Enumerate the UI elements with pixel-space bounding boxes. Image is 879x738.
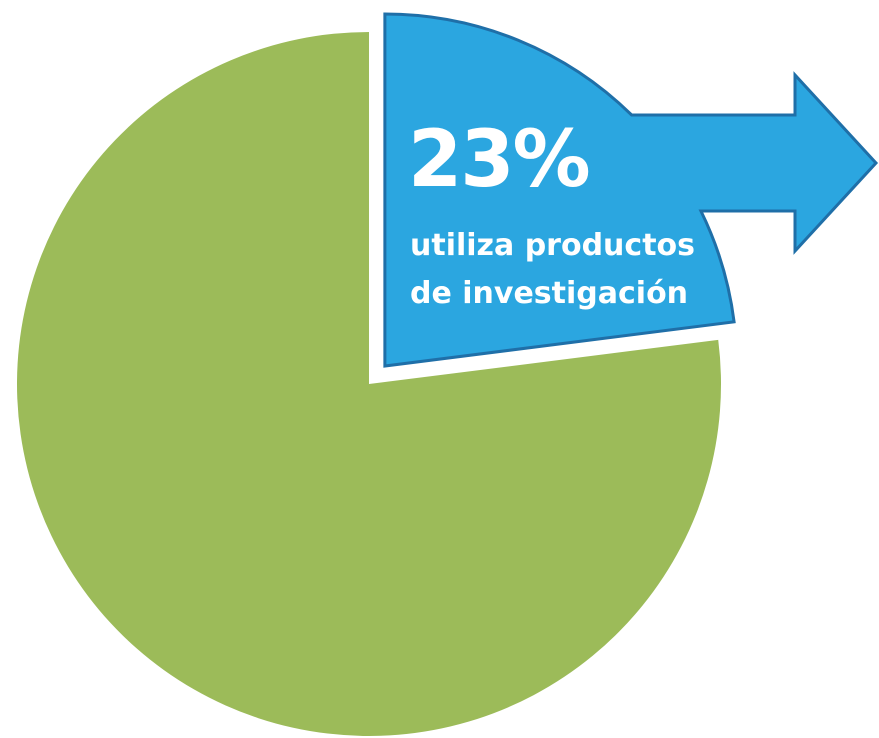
- description-line-2: de investigación: [410, 276, 688, 311]
- slices-layer: [17, 12, 879, 736]
- description-line-1: utiliza productos: [410, 228, 695, 263]
- pie-slice-0-with-arrow: [383, 12, 879, 368]
- labels-layer: 23% utiliza productos de investigación: [408, 115, 695, 311]
- percent-label: 23%: [408, 115, 589, 205]
- pie-slice-1: [17, 32, 722, 736]
